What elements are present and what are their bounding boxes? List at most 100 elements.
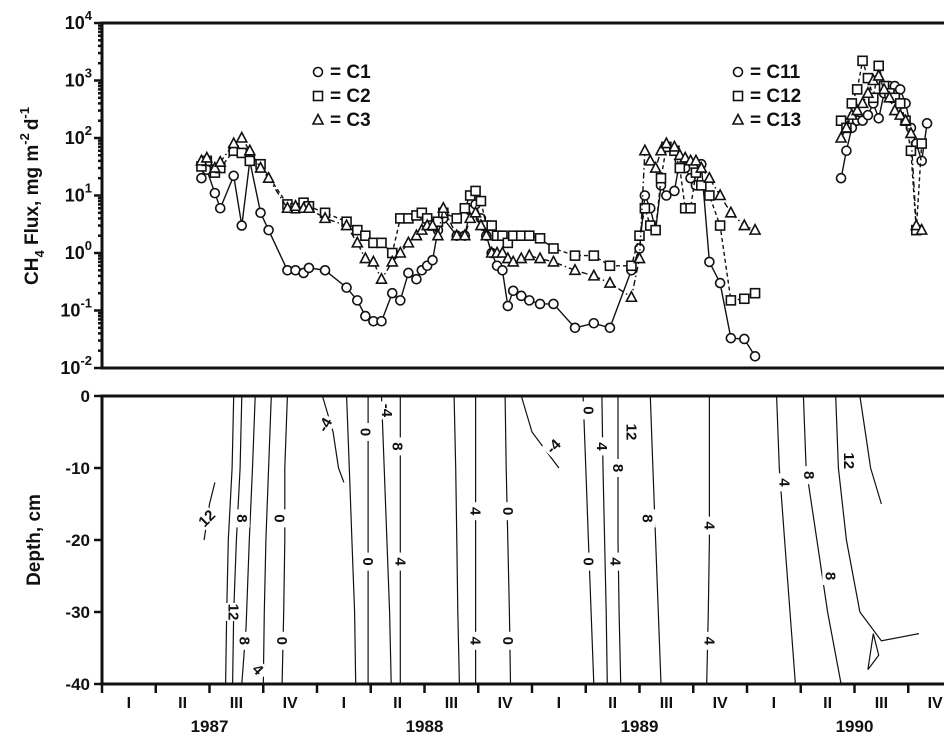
data-point xyxy=(458,228,472,241)
data-point xyxy=(909,218,923,231)
contour-label-bg xyxy=(236,631,253,650)
x-quarter-label: I xyxy=(127,695,131,712)
contour-label-bg xyxy=(841,451,858,470)
data-point xyxy=(340,218,353,231)
contour-label: 12 xyxy=(225,604,242,621)
legend-marker-triangle xyxy=(731,112,745,125)
data-point xyxy=(714,277,726,289)
contour-label: 4 xyxy=(606,557,623,566)
data-point xyxy=(639,190,651,201)
data-point xyxy=(213,154,227,167)
contour-label-bg xyxy=(580,401,597,420)
data-point xyxy=(704,256,715,268)
data-point xyxy=(834,130,848,143)
flux-y-tick-label: 103 xyxy=(65,66,92,91)
data-point xyxy=(660,136,673,149)
data-point xyxy=(475,195,487,207)
data-point xyxy=(850,103,864,116)
data-point xyxy=(862,109,874,121)
data-point xyxy=(244,155,256,167)
data-point xyxy=(835,115,847,126)
data-point xyxy=(725,295,737,306)
data-point xyxy=(655,172,667,184)
data-point xyxy=(547,254,560,267)
x-quarter-label: I xyxy=(342,695,346,712)
data-point xyxy=(235,130,249,143)
data-point xyxy=(341,282,352,293)
data-point xyxy=(916,155,927,167)
contour-label-bg xyxy=(593,437,610,456)
contour-label: 4 xyxy=(776,478,793,487)
data-point xyxy=(835,172,847,184)
data-point xyxy=(685,202,696,214)
data-point xyxy=(506,254,520,267)
contour-label-bg xyxy=(701,516,718,535)
legend-marker-square xyxy=(312,90,324,102)
data-point xyxy=(367,254,380,267)
data-point xyxy=(604,322,616,334)
contour-label-bg xyxy=(357,423,374,441)
data-point xyxy=(255,207,266,219)
data-point xyxy=(603,275,617,288)
contour-line xyxy=(346,395,357,685)
data-point xyxy=(872,68,886,81)
contour-line xyxy=(649,395,662,685)
data-point xyxy=(568,263,582,276)
data-point xyxy=(649,160,662,173)
data-point xyxy=(426,218,439,231)
data-point xyxy=(411,273,422,285)
data-point xyxy=(548,243,559,254)
contour-label: 0 xyxy=(356,428,373,436)
data-point xyxy=(385,254,399,267)
contour-line xyxy=(225,395,235,685)
data-point xyxy=(515,290,527,302)
data-point xyxy=(739,293,750,305)
data-point xyxy=(497,230,508,241)
depth-y-axis: 0 -10 -20 -30 -40 xyxy=(65,387,102,694)
contour-label-bg xyxy=(499,502,516,521)
contour-label-bg xyxy=(580,552,597,571)
contour-label-bg xyxy=(610,459,626,477)
data-point xyxy=(469,205,482,218)
contour-label: -4 xyxy=(378,404,395,418)
data-point xyxy=(713,188,727,201)
contour-label-bg xyxy=(701,631,718,650)
data-point xyxy=(749,350,761,362)
x-quarter-label: I xyxy=(772,695,776,712)
contour-label-bg xyxy=(607,552,624,571)
contour-label: 8 xyxy=(609,464,626,472)
data-point xyxy=(236,220,248,231)
data-point xyxy=(416,207,428,219)
data-point xyxy=(888,103,902,116)
contour-label-bg xyxy=(378,401,395,420)
contour-label-bg xyxy=(776,473,793,492)
data-point xyxy=(569,322,581,334)
data-point xyxy=(463,211,477,224)
data-point xyxy=(548,298,559,310)
data-point xyxy=(634,230,645,241)
contour-label: -4 xyxy=(543,436,565,458)
contour-label: 8 xyxy=(233,514,250,522)
contour-label: 8 xyxy=(821,572,838,580)
legend-label: = C12 xyxy=(750,86,801,107)
x-quarter-label: III xyxy=(660,695,673,712)
contour-line xyxy=(859,395,882,505)
contour-label-bg xyxy=(225,603,242,621)
data-point xyxy=(254,160,267,173)
contour-line xyxy=(802,395,842,685)
legend: = C1 = C2 = C3 = C11 = C12 = C13 xyxy=(311,62,801,131)
data-point xyxy=(873,113,884,124)
data-point xyxy=(208,160,222,173)
data-point xyxy=(402,235,415,248)
flux-y-tick-label: 104 xyxy=(65,8,93,33)
series-line xyxy=(201,137,756,299)
x-quarter-label: II xyxy=(178,695,187,712)
contour-line xyxy=(776,395,796,685)
contour-label-bg xyxy=(194,506,219,531)
contour-label-bg xyxy=(274,631,291,650)
data-point xyxy=(214,202,226,214)
contour-loop xyxy=(867,633,880,670)
data-point xyxy=(497,265,508,276)
data-point xyxy=(899,113,912,126)
